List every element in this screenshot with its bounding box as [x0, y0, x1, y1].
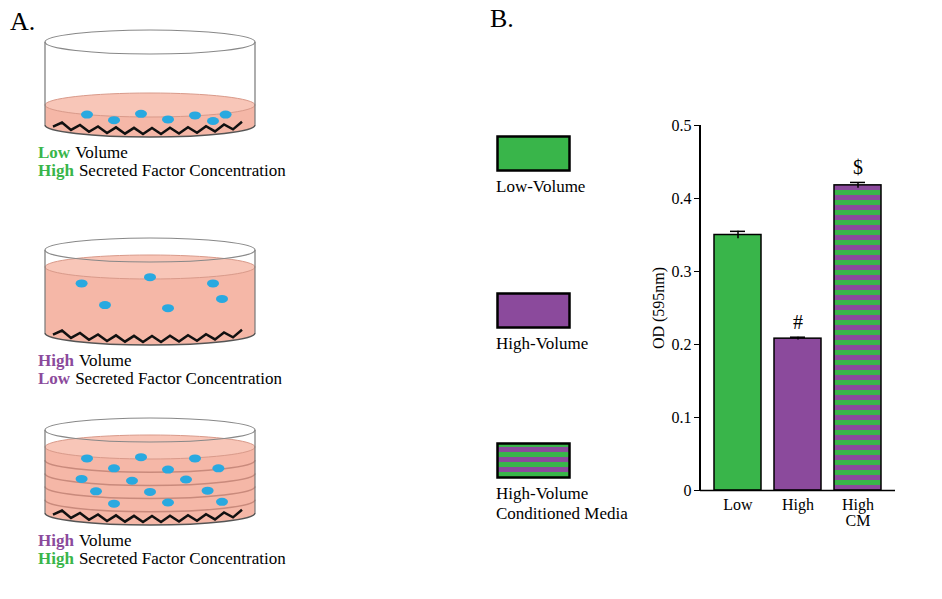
svg-text:A.: A.: [10, 7, 35, 36]
svg-text:High: High: [782, 496, 814, 514]
svg-text:0.5: 0.5: [672, 117, 692, 134]
html-text:Low-Volume: Low-Volume: [496, 177, 586, 196]
svg-text:0.3: 0.3: [672, 263, 692, 280]
svg-text:Low: Low: [723, 496, 753, 513]
svg-text:HighVolume: HighVolume: [38, 531, 131, 550]
svg-text:LowSecreted Factor Concentrati: LowSecreted Factor Concentration: [38, 369, 282, 388]
svg-text:#: #: [793, 311, 803, 333]
svg-text:HighCM: HighCM: [842, 496, 874, 529]
svg-text:HighVolume: HighVolume: [38, 351, 131, 370]
svg-text:$: $: [853, 156, 863, 178]
html-text:High-Volume Conditioned Media: High-Volume Conditioned Media: [496, 484, 628, 523]
svg-text:LowVolume: LowVolume: [38, 143, 128, 162]
svg-text:OD (595nm): OD (595nm): [650, 267, 668, 349]
svg-text:0: 0: [684, 482, 692, 499]
svg-text:0.1: 0.1: [672, 409, 692, 426]
svg-text:HighSecreted Factor Concentrat: HighSecreted Factor Concentration: [38, 161, 286, 180]
html-text:B.: B.: [490, 4, 514, 33]
html-text:High-Volume: High-Volume: [496, 334, 589, 353]
svg-text:0.2: 0.2: [672, 336, 692, 353]
svg-text:0.4: 0.4: [672, 190, 692, 207]
svg-text:HighSecreted Factor Concentrat: HighSecreted Factor Concentration: [38, 549, 286, 568]
